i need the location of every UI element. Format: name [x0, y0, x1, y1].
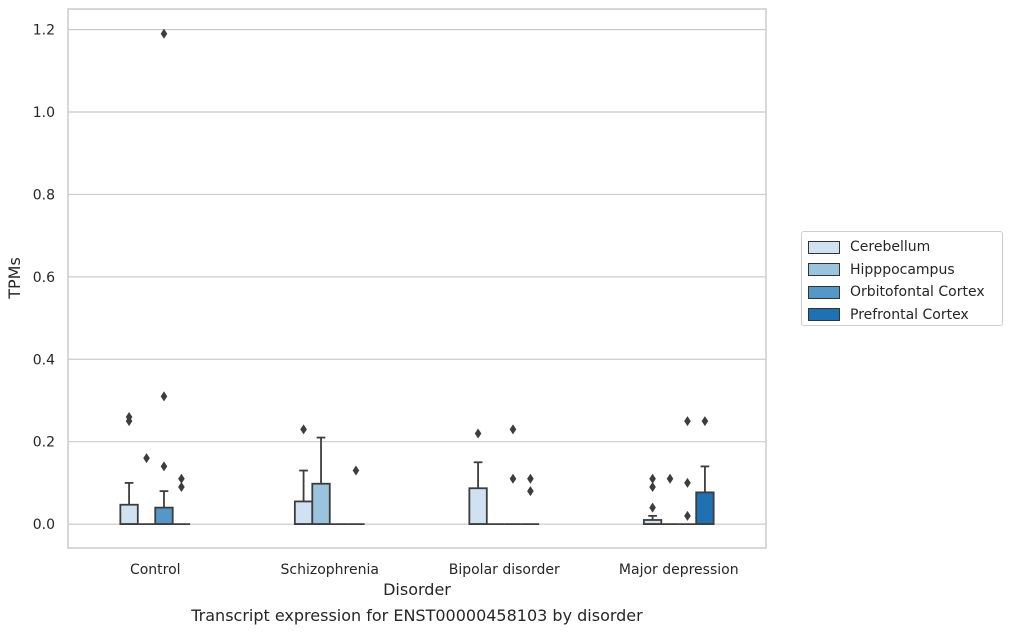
legend-label: Hipppocampus [850, 261, 955, 278]
box [468, 487, 488, 525]
box [311, 482, 331, 525]
boxes [119, 436, 715, 525]
outlier-point [649, 473, 656, 484]
outlier-point [509, 473, 517, 484]
y-tick-label: 1.0 [33, 105, 55, 121]
x-tick-label: Bipolar disorder [449, 562, 560, 578]
outlier-point [300, 424, 307, 435]
legend-item: Cerebellum [808, 236, 1002, 259]
outlier-point [684, 416, 691, 427]
outlier-point [178, 473, 185, 484]
outliers [125, 28, 709, 521]
x-axis-label: Disorder [383, 580, 451, 599]
y-tick-label: 0.6 [33, 270, 55, 286]
x-tick-label: Major depression [619, 562, 739, 578]
box [293, 500, 314, 525]
outlier-point [701, 416, 709, 427]
outlier-point [352, 465, 360, 476]
outlier-point [527, 473, 534, 484]
outlier-point [143, 453, 150, 464]
x-tick-label: Control [130, 562, 181, 578]
outlier-point [474, 428, 482, 439]
y-axis-label: TPMs [5, 257, 24, 300]
legend-swatch [808, 240, 840, 254]
y-tick-label: 0.4 [33, 352, 55, 368]
legend-item: Prefrontal Cortex [808, 304, 1002, 327]
y-tick-label: 1.2 [33, 23, 55, 39]
y-tick-label: 0.8 [33, 187, 55, 203]
legend-swatch [808, 285, 840, 299]
outlier-point [160, 28, 168, 39]
legend-label: Orbitofontal Cortex [850, 284, 985, 301]
outlier-point [649, 502, 656, 513]
box [119, 503, 139, 525]
outlier-point [666, 473, 674, 484]
box [154, 506, 174, 525]
legend: Cerebellum Hipppocampus Orbitofontal Cor… [801, 231, 1003, 326]
plot-area-frame [67, 8, 767, 549]
legend-swatch [808, 308, 840, 322]
y-tick-label: 0.2 [33, 435, 55, 451]
outlier-point [160, 391, 168, 402]
outlier-point [649, 482, 656, 493]
outlier-point [509, 424, 517, 435]
outlier-point [178, 482, 185, 493]
legend-label: Cerebellum [850, 239, 931, 256]
grid-lines [68, 29, 766, 525]
outlier-point [125, 411, 133, 422]
legend-item: Orbitofontal Cortex [808, 281, 1002, 304]
figure-caption: Transcript expression for ENST0000045810… [191, 606, 643, 625]
legend-item: Hipppocampus [808, 259, 1002, 282]
y-tick-labels: 0.0 0.2 0.4 0.6 0.8 1.0 1.2 [33, 23, 55, 533]
box [695, 491, 715, 525]
y-tick-label: 0.0 [33, 517, 55, 533]
outlier-point [684, 510, 691, 521]
outlier-point [527, 486, 534, 497]
outlier-point [684, 477, 691, 488]
outlier-point [160, 461, 168, 472]
x-tick-label: Schizophrenia [281, 562, 379, 578]
legend-swatch [808, 263, 840, 277]
legend-label: Prefrontal Cortex [850, 306, 969, 323]
x-tick-labels: Control Schizophrenia Bipolar disorder Majo… [130, 562, 739, 578]
